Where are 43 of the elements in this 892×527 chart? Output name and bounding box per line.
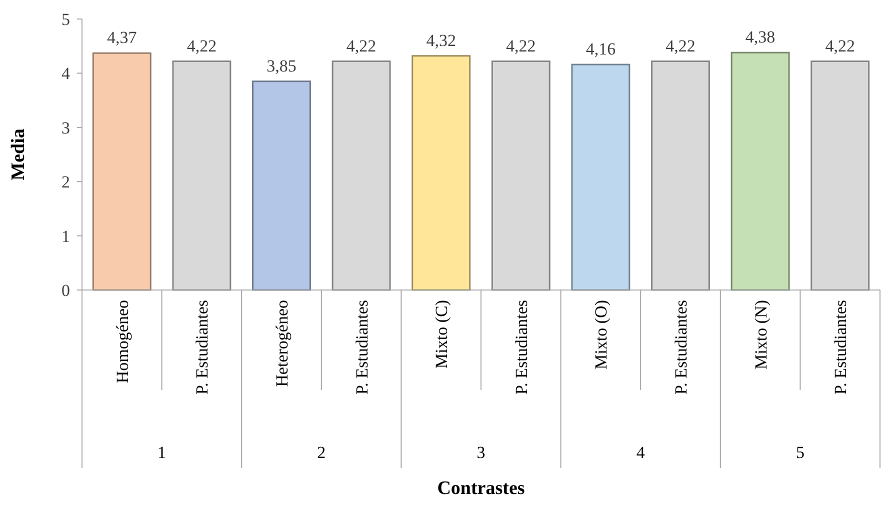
y-tick-label: 2 <box>62 172 70 192</box>
y-tick-label: 4 <box>62 64 70 84</box>
bar <box>810 60 870 291</box>
text: 3 <box>476 443 486 462</box>
bar <box>332 60 391 291</box>
data-label: 4,38 <box>745 28 776 47</box>
y-tick-label: 5 <box>62 10 70 29</box>
y-tick-label: 1 <box>62 226 70 246</box>
bar <box>651 60 710 291</box>
text: 2 <box>317 443 326 462</box>
data-label: 4,16 <box>586 40 616 59</box>
y-tick-label: 0 <box>62 280 70 300</box>
data-label: 4,22 <box>506 36 536 56</box>
text: 4 <box>636 443 646 462</box>
bar <box>252 80 311 291</box>
bar <box>730 52 790 291</box>
data-label: 4,32 <box>426 30 456 50</box>
bar <box>491 60 550 291</box>
y-tick-label: 3 <box>62 118 70 138</box>
x-tick-label: Mixto (C) <box>432 300 452 368</box>
data-label: 4,22 <box>825 36 855 56</box>
bar <box>412 55 471 291</box>
text: 5 <box>796 443 804 462</box>
y-axis-title: Media <box>8 128 29 180</box>
x-axis-title: Contrastes <box>437 478 525 499</box>
x-tick-label: Homogéneo <box>112 300 132 384</box>
x-tick-label: P. Estudiantes <box>352 300 372 394</box>
bar <box>92 52 152 291</box>
data-label: 3,85 <box>266 56 296 76</box>
bar <box>571 64 630 291</box>
x-tick-label: Mixto (N) <box>751 300 770 370</box>
data-label: 4,22 <box>186 36 217 56</box>
bar <box>172 60 232 291</box>
text: 1 <box>158 443 166 462</box>
x-tick-label: P. Estudiantes <box>192 300 212 394</box>
x-tick-label: Heterogéneo <box>272 300 292 387</box>
data-label: 4,22 <box>666 36 696 56</box>
x-tick-label: P. Estudiantes <box>672 300 690 394</box>
data-label: 4,37 <box>107 28 138 48</box>
data-label: 4,22 <box>346 36 376 56</box>
x-tick-label: P. Estudiantes <box>512 300 531 394</box>
x-tick-label: Mixto (O) <box>592 300 611 370</box>
x-tick-label: P. Estudiantes <box>831 300 850 394</box>
